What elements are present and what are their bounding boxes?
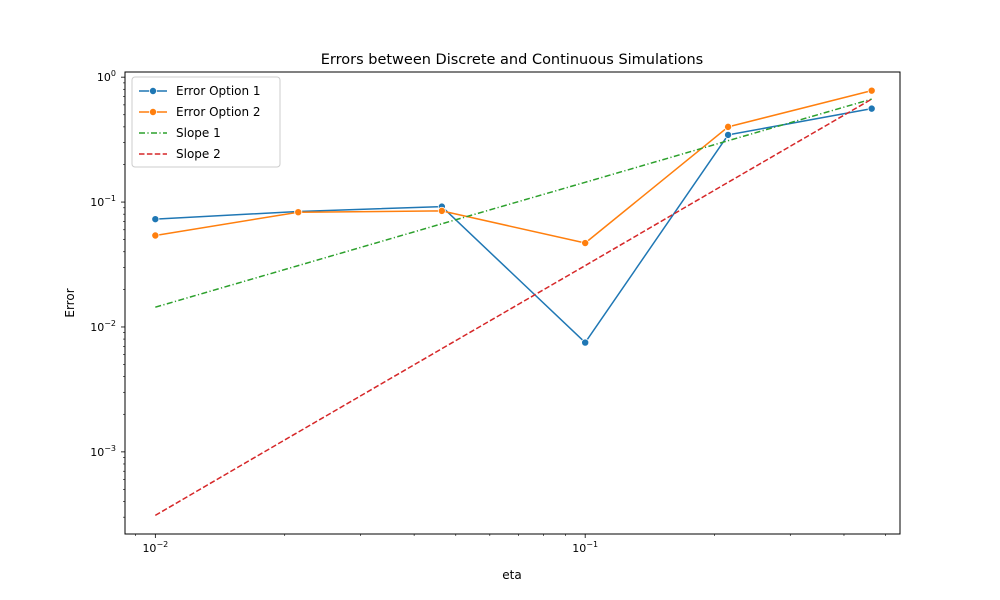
legend-marker-2 [148,108,157,117]
series-4 [154,98,873,517]
x-tick-label: 10−1 [572,540,598,555]
series-2-point [437,206,446,215]
legend-label-3: Slope 1 [176,126,221,140]
x-tick-label-exponent: −2 [156,540,168,549]
series-2-point [581,239,590,248]
chart-title: Errors between Discrete and Continuous S… [321,52,704,68]
series-1-point [581,338,590,347]
y-tick-label: 10−2 [90,319,116,334]
x-tick-label-exponent: −1 [586,540,598,549]
y-tick-label: 10−3 [90,444,116,459]
series-2 [151,86,876,248]
series-3-line [155,98,872,308]
x-axis-label: eta [502,568,521,582]
y-tick-label-base: 10 [90,196,104,209]
y-tick-label-base: 10 [97,71,111,84]
series-2-point [151,231,160,240]
series-2-line [155,89,872,244]
legend-label-2: Error Option 2 [176,105,261,119]
x-tick-label-base: 10 [142,542,156,555]
series-1-line [155,107,872,344]
series-4-line [154,98,873,517]
y-tick-label-base: 10 [90,321,104,334]
series-layer [151,86,876,517]
series-1-point [867,104,876,113]
series-1-point [151,215,160,224]
series-2-point [294,208,303,217]
y-axis-label: Error [63,288,77,317]
legend-marker-1 [148,87,157,96]
series-2-point [867,86,876,95]
x-tick-label: 10−2 [142,540,168,555]
y-tick-label-exponent: 0 [111,69,116,78]
series-2-point [724,122,733,131]
series-3 [155,98,872,308]
x-tick-label-base: 10 [572,542,586,555]
y-tick-label-exponent: −3 [104,444,116,453]
y-tick-label-exponent: −2 [104,319,116,328]
legend-box [131,76,281,168]
legend-label-4: Slope 2 [176,147,221,161]
legend: Error Option 1 Error Option 2 Slope 1 Slope… [131,76,281,168]
y-tick-label-base: 10 [90,446,104,459]
series-1-point [724,130,733,139]
legend-label-1: Error Option 1 [176,84,261,98]
plot-area-frame [124,71,901,535]
y-tick-label: 100 [97,69,116,84]
y-tick-label-exponent: −1 [104,194,116,203]
y-tick-label: 10−1 [90,194,116,209]
